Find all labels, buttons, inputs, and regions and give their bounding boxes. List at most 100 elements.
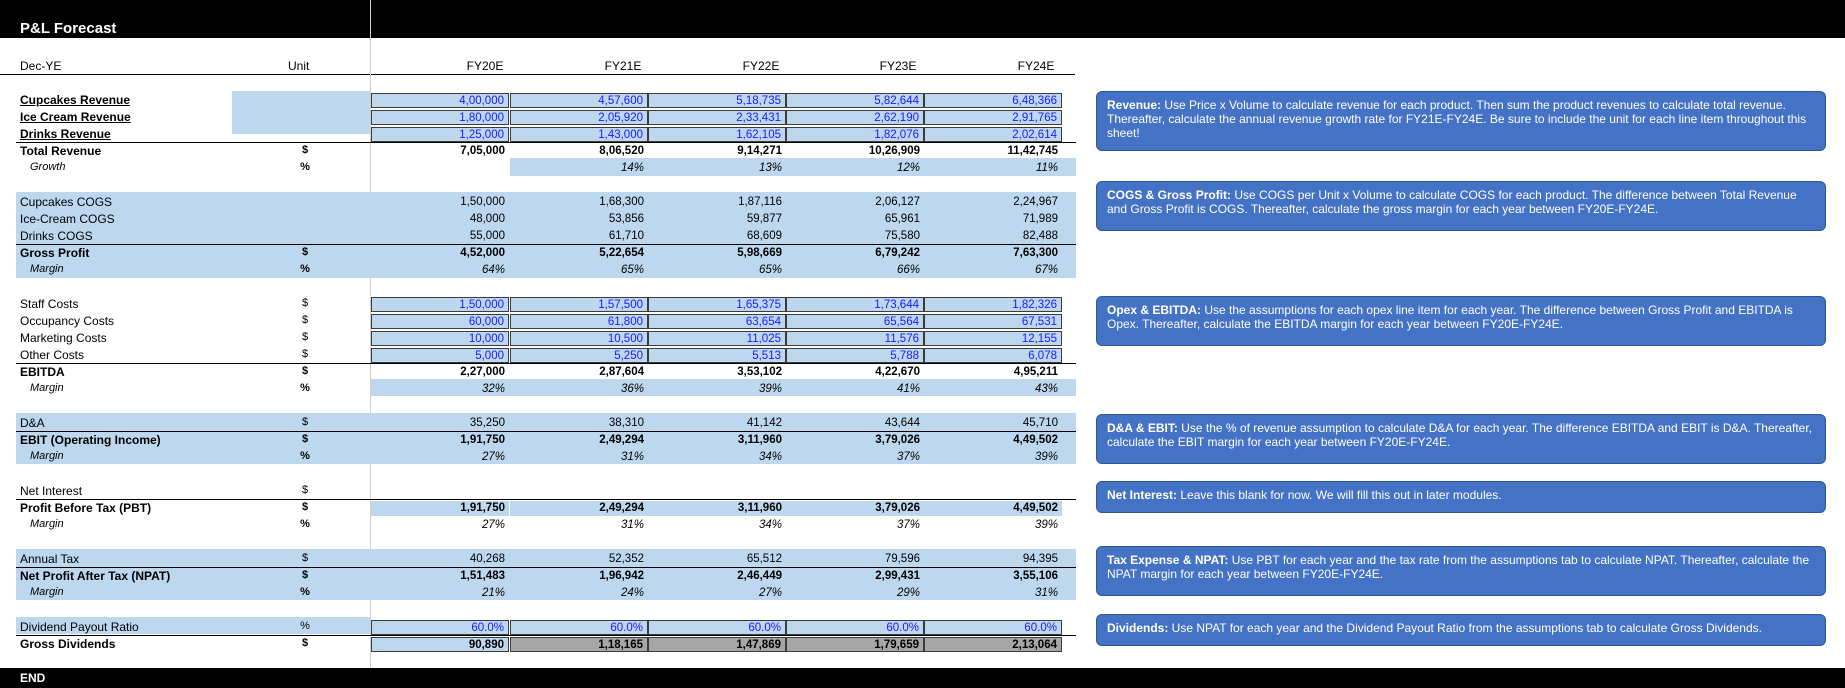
cell-ebitda-4[interactable]: 4,95,211 bbox=[1013, 366, 1058, 378]
cell-icecream-cogs-4[interactable]: 71,989 bbox=[1022, 213, 1058, 225]
cell-cupcakes-rev-4[interactable]: 6,48,366 bbox=[924, 93, 1062, 108]
cell-npat-margin-4[interactable]: 31% bbox=[1034, 587, 1058, 599]
cell-gross-profit-2[interactable]: 5,98,669 bbox=[737, 247, 782, 259]
cell-da-1[interactable]: 38,310 bbox=[608, 417, 644, 429]
cell-occupancy-3[interactable]: 65,564 bbox=[786, 314, 924, 329]
cell-icecream-rev-3[interactable]: 2,62,190 bbox=[786, 110, 924, 125]
cell-cupcakes-cogs-4[interactable]: 2,24,967 bbox=[1013, 196, 1058, 208]
cell-staff-2[interactable]: 1,65,375 bbox=[648, 297, 786, 312]
cell-drinks-cogs-4[interactable]: 82,488 bbox=[1022, 230, 1058, 242]
cell-drinks-cogs-0[interactable]: 55,000 bbox=[469, 230, 505, 242]
cell-payout-2[interactable]: 60.0% bbox=[648, 620, 786, 635]
cell-cupcakes-rev-1[interactable]: 4,57,600 bbox=[510, 93, 648, 108]
cell-cupcakes-rev-0[interactable]: 4,00,000 bbox=[371, 93, 509, 108]
cell-dividends-0[interactable]: 90,890 bbox=[371, 637, 509, 652]
cell-occupancy-0[interactable]: 60,000 bbox=[371, 314, 509, 329]
cell-growth-4[interactable]: 11% bbox=[1035, 162, 1058, 174]
cell-other-3[interactable]: 5,788 bbox=[786, 348, 924, 363]
cell-drinks-rev-1[interactable]: 1,43,000 bbox=[510, 127, 648, 142]
cell-npat-2[interactable]: 2,46,449 bbox=[648, 569, 786, 584]
cell-growth-1[interactable]: 14% bbox=[620, 162, 644, 174]
cell-growth-0[interactable] bbox=[371, 161, 509, 176]
cell-ebit-2[interactable]: 3,11,960 bbox=[648, 433, 786, 448]
cell-cupcakes-rev-3[interactable]: 5,82,644 bbox=[786, 93, 924, 108]
cell-other-0[interactable]: 5,000 bbox=[371, 348, 509, 363]
cell-occupancy-4[interactable]: 67,531 bbox=[924, 314, 1062, 329]
cell-total-rev-1[interactable]: 8,06,520 bbox=[599, 145, 644, 157]
cell-staff-0[interactable]: 1,50,000 bbox=[371, 297, 509, 312]
cell-net-interest-4[interactable] bbox=[924, 484, 1062, 499]
cell-pbt-1[interactable]: 2,49,294 bbox=[510, 501, 648, 516]
cell-npat-3[interactable]: 2,99,431 bbox=[786, 569, 924, 584]
cell-npat-margin-0[interactable]: 21% bbox=[481, 587, 505, 599]
cell-tax-2[interactable]: 65,512 bbox=[746, 553, 782, 565]
cell-total-rev-0[interactable]: 7,05,000 bbox=[460, 145, 505, 157]
cell-ebitda-3[interactable]: 4,22,670 bbox=[875, 366, 920, 378]
cell-ebit-margin-3[interactable]: 37% bbox=[896, 451, 920, 463]
cell-da-0[interactable]: 35,250 bbox=[469, 417, 505, 429]
cell-payout-4[interactable]: 60.0% bbox=[924, 620, 1062, 635]
cell-drinks-rev-3[interactable]: 1,82,076 bbox=[786, 127, 924, 142]
cell-net-interest-3[interactable] bbox=[786, 484, 924, 499]
cell-drinks-cogs-3[interactable]: 75,580 bbox=[884, 230, 920, 242]
cell-icecream-rev-1[interactable]: 2,05,920 bbox=[510, 110, 648, 125]
cell-ebit-margin-1[interactable]: 31% bbox=[620, 451, 644, 463]
cell-ebitda-margin-2[interactable]: 39% bbox=[758, 383, 782, 395]
cell-dividends-3[interactable]: 1,79,659 bbox=[786, 637, 924, 652]
cell-ebitda-margin-0[interactable]: 32% bbox=[481, 383, 505, 395]
cell-gross-profit-0[interactable]: 4,52,000 bbox=[460, 247, 505, 259]
cell-drinks-rev-0[interactable]: 1,25,000 bbox=[371, 127, 509, 142]
cell-icecream-cogs-3[interactable]: 65,961 bbox=[884, 213, 920, 225]
cell-total-rev-4[interactable]: 11,42,745 bbox=[1007, 145, 1058, 157]
cell-payout-0[interactable]: 60.0% bbox=[371, 620, 509, 635]
cell-pbt-2[interactable]: 3,11,960 bbox=[648, 501, 786, 516]
cell-staff-1[interactable]: 1,57,500 bbox=[510, 297, 648, 312]
cell-cupcakes-rev-2[interactable]: 5,18,735 bbox=[648, 93, 786, 108]
cell-tax-4[interactable]: 94,395 bbox=[1022, 553, 1058, 565]
cell-icecream-rev-4[interactable]: 2,91,765 bbox=[924, 110, 1062, 125]
cell-cupcakes-cogs-0[interactable]: 1,50,000 bbox=[460, 196, 505, 208]
cell-drinks-rev-2[interactable]: 1,62,105 bbox=[648, 127, 786, 142]
cell-da-2[interactable]: 41,142 bbox=[746, 417, 782, 429]
cell-dividends-1[interactable]: 1,18,165 bbox=[510, 637, 648, 652]
cell-ebitda-margin-4[interactable]: 43% bbox=[1034, 383, 1058, 395]
cell-icecream-rev-2[interactable]: 2,33,431 bbox=[648, 110, 786, 125]
cell-npat-margin-3[interactable]: 29% bbox=[896, 587, 920, 599]
cell-pbt-0[interactable]: 1,91,750 bbox=[371, 501, 509, 516]
cell-npat-margin-1[interactable]: 24% bbox=[620, 587, 644, 599]
cell-marketing-2[interactable]: 11,025 bbox=[648, 331, 786, 346]
cell-staff-3[interactable]: 1,73,644 bbox=[786, 297, 924, 312]
cell-staff-4[interactable]: 1,82,326 bbox=[924, 297, 1062, 312]
cell-gp-margin-3[interactable]: 66% bbox=[896, 264, 920, 276]
cell-npat-1[interactable]: 1,96,942 bbox=[510, 569, 648, 584]
cell-net-interest-2[interactable] bbox=[648, 484, 786, 499]
cell-marketing-1[interactable]: 10,500 bbox=[510, 331, 648, 346]
cell-da-3[interactable]: 43,644 bbox=[884, 417, 920, 429]
cell-pbt-margin-3[interactable]: 37% bbox=[896, 519, 920, 531]
cell-icecream-cogs-2[interactable]: 59,877 bbox=[746, 213, 782, 225]
cell-drinks-rev-4[interactable]: 2,02,614 bbox=[924, 127, 1062, 142]
cell-pbt-margin-2[interactable]: 34% bbox=[758, 519, 782, 531]
cell-marketing-0[interactable]: 10,000 bbox=[371, 331, 509, 346]
cell-other-4[interactable]: 6,078 bbox=[924, 348, 1062, 363]
cell-drinks-cogs-2[interactable]: 68,609 bbox=[746, 230, 782, 242]
cell-ebit-margin-2[interactable]: 34% bbox=[758, 451, 782, 463]
cell-dividends-4[interactable]: 2,13,064 bbox=[924, 637, 1062, 652]
cell-icecream-rev-0[interactable]: 1,80,000 bbox=[371, 110, 509, 125]
cell-payout-3[interactable]: 60.0% bbox=[786, 620, 924, 635]
cell-pbt-4[interactable]: 4,49,502 bbox=[924, 501, 1062, 516]
cell-gp-margin-1[interactable]: 65% bbox=[620, 264, 644, 276]
cell-net-interest-1[interactable] bbox=[510, 484, 648, 499]
cell-npat-margin-2[interactable]: 27% bbox=[758, 587, 782, 599]
cell-total-rev-2[interactable]: 9,14,271 bbox=[737, 145, 782, 157]
cell-ebitda-margin-3[interactable]: 41% bbox=[896, 383, 920, 395]
cell-occupancy-1[interactable]: 61,800 bbox=[510, 314, 648, 329]
cell-icecream-cogs-1[interactable]: 53,856 bbox=[608, 213, 644, 225]
cell-da-4[interactable]: 45,710 bbox=[1022, 417, 1058, 429]
cell-pbt-margin-1[interactable]: 31% bbox=[620, 519, 644, 531]
cell-total-rev-3[interactable]: 10,26,909 bbox=[868, 145, 920, 157]
cell-pbt-margin-0[interactable]: 27% bbox=[481, 519, 505, 531]
cell-marketing-3[interactable]: 11,576 bbox=[786, 331, 924, 346]
cell-drinks-cogs-1[interactable]: 61,710 bbox=[608, 230, 644, 242]
cell-other-2[interactable]: 5,513 bbox=[648, 348, 786, 363]
